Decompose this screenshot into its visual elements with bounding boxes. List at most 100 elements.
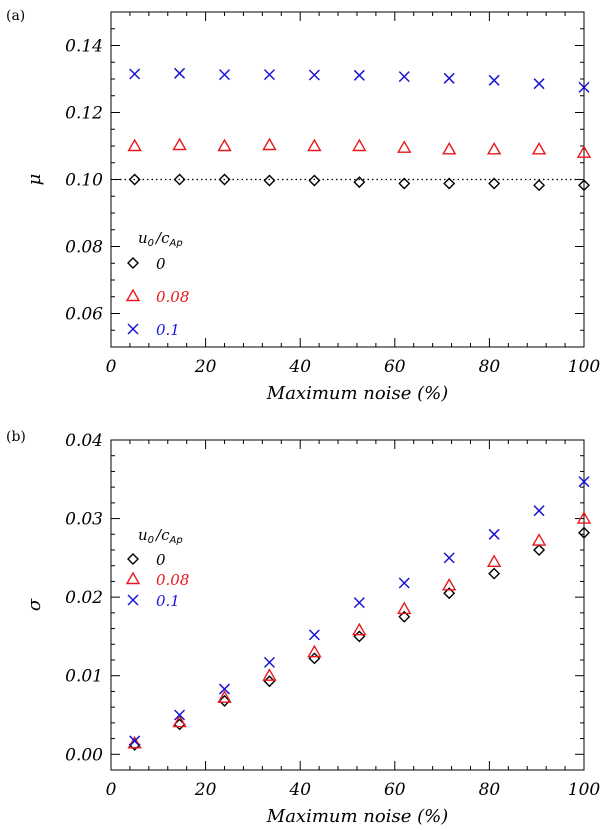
x-tick-label: 20 [194, 357, 217, 377]
x-axis-title: Maximum noise (%) [266, 383, 448, 404]
y-tick-label: 0.14 [65, 37, 103, 57]
data-point [443, 587, 456, 600]
data-point [352, 138, 367, 152]
data-point [174, 67, 186, 79]
data-point [262, 668, 277, 681]
data-point [398, 610, 411, 623]
data-point [488, 567, 501, 580]
legend-title: u0/cAp [138, 526, 183, 546]
y-tick-label: 0.04 [65, 431, 103, 451]
data-point [443, 177, 456, 190]
data-point [218, 69, 231, 81]
legend-marker-0.08 [125, 288, 141, 302]
data-point [353, 176, 366, 189]
data-point [578, 476, 590, 488]
data-point [578, 179, 590, 192]
data-point [443, 72, 455, 84]
legend-title-part: 0 [148, 238, 154, 249]
data-point [307, 644, 322, 658]
x-tick-label: 80 [479, 357, 501, 377]
data-point [533, 78, 545, 90]
data-point [218, 683, 231, 695]
x-tick-label: 100 [568, 357, 600, 377]
data-point [308, 652, 321, 665]
legend-marker-0 [127, 553, 139, 565]
data-point [397, 140, 412, 153]
data-point [441, 141, 457, 155]
data-point [129, 735, 141, 747]
x-tick-label: 60 [384, 357, 406, 377]
panel-a: 0 20 40 60 80 1000.060.080.100.120.14Maximum … [6, 8, 600, 404]
legend-label-0.08: 0.08 [156, 571, 189, 589]
data-point [533, 505, 545, 517]
data-point [398, 71, 410, 83]
data-point [488, 177, 501, 190]
x-tick-label: 60 [384, 780, 406, 800]
legend-label-0: 0 [156, 255, 166, 273]
x-tick-label: 40 [288, 780, 311, 800]
x-tick-label: 20 [194, 780, 217, 800]
data-point [576, 145, 592, 158]
data-point [218, 173, 231, 186]
data-point [398, 177, 411, 190]
y-axis-title: σ [24, 598, 45, 611]
series-0.1 [129, 67, 590, 93]
data-point [488, 528, 500, 540]
x-axis-title: Maximum noise (%) [266, 806, 448, 827]
legend-title-part: u [138, 526, 148, 544]
legend-marker-0.1 [127, 594, 139, 606]
series-0.08 [127, 511, 592, 749]
series-0 [128, 173, 590, 192]
data-point [263, 656, 275, 668]
data-point [397, 601, 412, 615]
y-tick-label: 0.00 [65, 745, 103, 765]
panel-label: (a) [6, 8, 25, 24]
legend-label-0.08: 0.08 [156, 288, 189, 306]
data-point [308, 174, 321, 187]
legend-title-part: / [154, 526, 163, 544]
y-axis-title: μ [24, 174, 45, 186]
data-point [308, 629, 320, 641]
panel-label: (b) [6, 429, 26, 445]
data-point [308, 69, 320, 81]
data-point [174, 709, 186, 721]
data-point [263, 69, 275, 81]
legend-marker-0 [127, 257, 139, 269]
data-point [172, 714, 187, 728]
legend-label-0: 0 [156, 551, 166, 569]
y-tick-label: 0.06 [65, 305, 103, 325]
data-point [531, 533, 547, 546]
x-tick-label: 80 [479, 780, 501, 800]
legend-marker-0.08 [125, 571, 141, 585]
data-point [127, 735, 142, 749]
data-point [262, 137, 277, 151]
data-point [353, 630, 366, 643]
x-tick-label: 100 [568, 780, 600, 800]
data-point [533, 179, 546, 192]
x-tick-label: 0 [106, 780, 117, 800]
data-point [398, 577, 410, 589]
legend-marker-0.1 [127, 323, 139, 335]
data-point [128, 173, 141, 186]
y-tick-label: 0.02 [65, 588, 103, 608]
x-tick-label: 0 [106, 357, 117, 377]
data-point [217, 690, 232, 703]
data-point [443, 552, 455, 564]
legend-title: u0/cAp [138, 229, 183, 249]
legend-title-part: c [161, 526, 170, 544]
data-point [578, 526, 590, 539]
data-point [263, 675, 276, 688]
y-tick-label: 0.12 [65, 104, 103, 124]
data-point [576, 511, 592, 524]
y-tick-label: 0.03 [65, 510, 103, 530]
data-point [172, 137, 187, 151]
legend-title-part: Ap [169, 238, 183, 249]
data-point [533, 544, 546, 556]
legend-label-0.1: 0.1 [156, 321, 180, 339]
data-point [353, 69, 365, 81]
legend-title-part: u [138, 229, 148, 247]
data-point [578, 81, 590, 93]
